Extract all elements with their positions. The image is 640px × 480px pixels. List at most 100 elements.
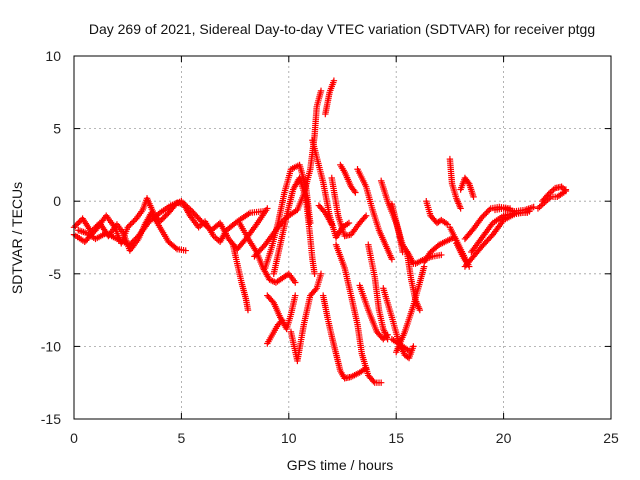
data-point-marker (464, 179, 472, 186)
series-e2 (446, 155, 464, 212)
data-point-marker (405, 347, 413, 354)
series-b8 (287, 270, 325, 365)
data-point-marker (292, 292, 299, 299)
y-tick-label: -10 (41, 338, 61, 354)
data-point-marker (384, 331, 391, 338)
data-point-marker (312, 286, 319, 293)
series-e6 (461, 208, 533, 270)
data-point-marker (172, 244, 179, 252)
series-d2 (354, 166, 396, 263)
data-point-marker (380, 335, 387, 343)
plot-frame (73, 55, 612, 420)
data-point-marker (537, 202, 545, 209)
data-point-marker (388, 256, 396, 263)
data-point-marker (72, 222, 79, 230)
y-tick-label: -15 (41, 411, 61, 427)
x-tick-label: 15 (388, 430, 404, 446)
data-points (70, 77, 570, 386)
data-point-marker (382, 333, 390, 340)
data-point-marker (269, 298, 276, 305)
y-tick-label: -5 (49, 266, 62, 282)
data-point-marker (128, 219, 136, 227)
data-point-marker (158, 216, 165, 224)
data-point-marker (438, 251, 445, 259)
data-point-marker (276, 319, 283, 327)
data-point-marker (534, 205, 542, 212)
x-tick-label: 5 (178, 430, 186, 446)
series-d12 (412, 251, 445, 267)
data-point-marker (470, 193, 477, 201)
data-point-marker (558, 183, 565, 190)
y-axis-label: SDTVAR / TECUs (9, 182, 25, 294)
series-c5 (328, 174, 370, 240)
tick-labels: 0 5 10 15 20 25 -15 -10 -5 0 5 10 (41, 48, 619, 446)
series-d1 (337, 161, 359, 196)
data-point-marker (381, 334, 388, 341)
data-point-marker (132, 235, 139, 243)
data-point-marker (530, 203, 537, 211)
data-point-marker (292, 279, 299, 286)
data-point-marker (128, 240, 135, 247)
axis-ticks (73, 55, 612, 420)
data-point-marker (345, 219, 353, 227)
data-point-marker (277, 318, 285, 325)
data-point-marker (317, 87, 325, 95)
series-b4 (261, 161, 314, 272)
data-point-marker (279, 317, 286, 324)
data-point-marker (548, 187, 556, 195)
y-tick-label: 0 (53, 193, 61, 209)
series-b7 (264, 317, 286, 347)
data-point-marker (362, 212, 370, 219)
series-d6 (388, 200, 406, 256)
series-e9 (491, 203, 537, 215)
series-e5 (457, 174, 477, 201)
data-point-marker (416, 306, 424, 314)
data-point-marker (328, 221, 335, 228)
series-d3 (365, 241, 391, 343)
data-point-marker (129, 238, 136, 246)
series-b1 (229, 241, 252, 314)
series-e11 (539, 183, 570, 205)
data-point-marker (559, 184, 567, 192)
data-point-marker (484, 208, 492, 215)
data-point-marker (311, 270, 318, 277)
series-e7 (468, 209, 531, 256)
data-point-marker (73, 221, 81, 228)
data-point-marker (481, 211, 489, 218)
data-point-marker (125, 222, 133, 230)
series-e1 (423, 198, 451, 228)
data-point-marker (162, 212, 169, 219)
y-tick-label: 5 (53, 121, 61, 137)
data-point-marker (127, 221, 134, 228)
data-point-marker (536, 203, 543, 211)
data-point-marker (182, 247, 189, 254)
series-c4 (322, 77, 338, 118)
data-point-marker (159, 215, 166, 222)
data-point-marker (75, 219, 82, 227)
data-point-marker (352, 189, 359, 196)
data-point-marker (483, 209, 490, 217)
series-b5 (270, 174, 318, 277)
data-point-marker (377, 379, 385, 386)
data-point-marker (370, 378, 377, 385)
grid-lines (74, 56, 611, 419)
data-point-marker (274, 321, 282, 328)
series-b6 (264, 292, 299, 333)
x-tick-label: 10 (281, 430, 297, 446)
data-point-marker (130, 237, 138, 244)
series-c6 (315, 202, 335, 228)
data-point-marker (264, 205, 271, 212)
y-tick-label: 10 (45, 48, 61, 64)
x-tick-label: 0 (70, 430, 78, 446)
x-tick-label: 25 (603, 430, 619, 446)
series-a3 (75, 198, 271, 253)
data-point-marker (486, 206, 493, 214)
chart-title: Day 269 of 2021, Sidereal Day-to-day VTE… (89, 21, 595, 37)
data-point-marker (130, 218, 137, 225)
series-b2 (236, 219, 299, 286)
data-point-marker (457, 205, 464, 212)
data-point-marker (562, 187, 570, 195)
data-point-marker (478, 213, 486, 221)
x-axis-label: GPS time / hours (287, 457, 394, 473)
